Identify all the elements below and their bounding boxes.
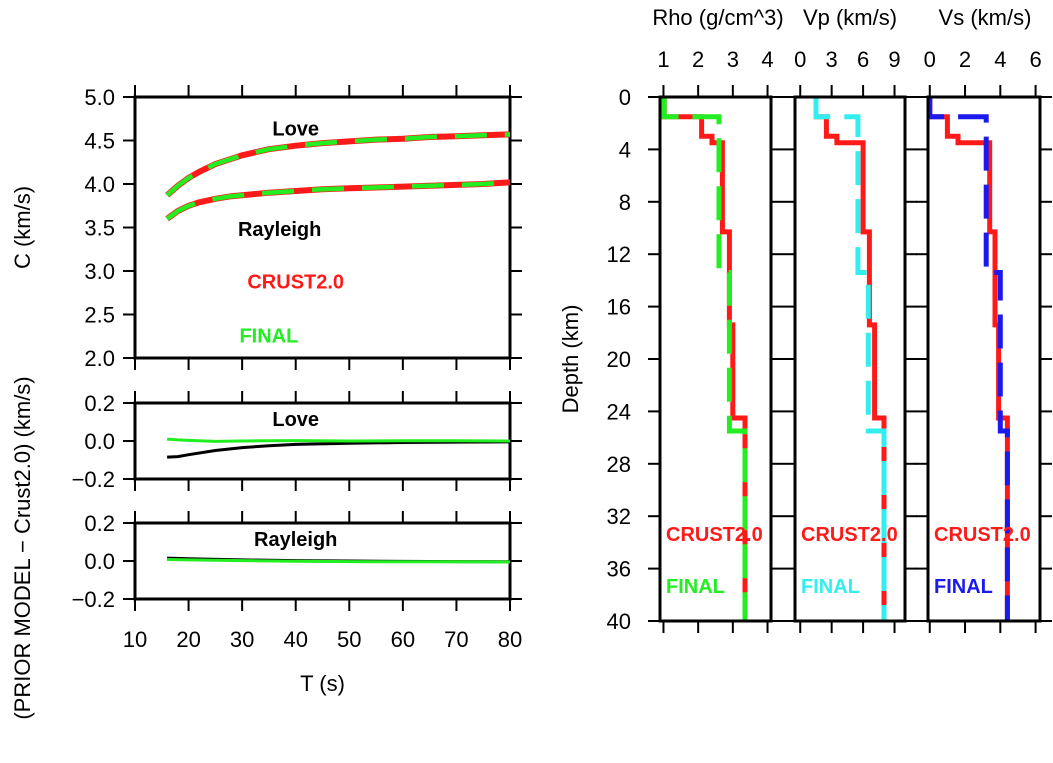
y-tick-label: 2.5 — [84, 303, 115, 328]
profile-line-final — [813, 97, 887, 621]
y-tick-label: 36 — [607, 557, 631, 582]
profile-line-final — [661, 97, 748, 621]
x-tick-label: 40 — [283, 627, 307, 652]
y-tick-label: 0 — [619, 85, 631, 110]
y-tick-label: 0.0 — [84, 429, 115, 454]
legend-final: FINAL — [801, 576, 860, 598]
y-tick-label: 0.0 — [84, 549, 115, 574]
annotation-final: FINAL — [239, 325, 298, 347]
x-tick-label: 6 — [1029, 47, 1041, 72]
legend-crust2: CRUST2.0 — [666, 524, 763, 546]
annotation-rayleigh: Rayleigh — [238, 219, 321, 241]
annotation-crust2-0: CRUST2.0 — [247, 271, 344, 293]
profile-title: Vs (km/s) — [939, 5, 1032, 30]
legend-crust2: CRUST2.0 — [934, 524, 1031, 546]
legend-final: FINAL — [934, 576, 993, 598]
profile-line-final — [928, 97, 1010, 621]
y-tick-label: −0.2 — [72, 587, 115, 612]
y-tick-label: 3.0 — [84, 259, 115, 284]
x-axis-label: T (s) — [300, 671, 345, 696]
x-tick-label: 3 — [727, 47, 739, 72]
panel-title: Rayleigh — [254, 529, 337, 551]
legend-crust2: CRUST2.0 — [801, 524, 898, 546]
y-tick-label: 24 — [607, 399, 631, 424]
y-tick-label: 8 — [619, 190, 631, 215]
y-tick-label: 0.2 — [84, 511, 115, 536]
y-tick-label: 3.5 — [84, 216, 115, 241]
series-line-final — [167, 558, 511, 564]
y-tick-label: 28 — [607, 452, 631, 477]
y-tick-label: −0.2 — [72, 467, 115, 492]
x-tick-label: 2 — [959, 47, 971, 72]
x-tick-label: 9 — [888, 47, 900, 72]
series-line-final — [166, 437, 511, 443]
x-tick-label: 2 — [692, 47, 704, 72]
depth-axis-label: Depth (km) — [558, 305, 583, 414]
x-tick-label: 20 — [176, 627, 200, 652]
y-tick-label: 4 — [619, 137, 631, 162]
x-tick-label: 0 — [794, 47, 806, 72]
x-tick-label: 3 — [826, 47, 838, 72]
profile-line-crust2 — [928, 97, 1010, 621]
x-tick-label: 1 — [657, 47, 669, 72]
x-tick-label: 60 — [391, 627, 415, 652]
profile-title: Rho (g/cm^3) — [652, 5, 783, 30]
y-tick-label: 5.0 — [84, 85, 115, 110]
y-tick-label: 4.5 — [84, 129, 115, 154]
series-line-final-rayleigh — [165, 180, 511, 221]
y-tick-label: 2.0 — [84, 346, 115, 371]
y-tick-label: 32 — [607, 504, 631, 529]
x-tick-label: 6 — [857, 47, 869, 72]
series-line-prior — [167, 440, 511, 459]
x-tick-label: 4 — [994, 47, 1006, 72]
profile-line-crust2 — [813, 97, 887, 621]
y-tick-label: 12 — [607, 242, 631, 267]
x-tick-label: 10 — [123, 627, 147, 652]
profile-title: Vp (km/s) — [803, 5, 897, 30]
profile-line-crust2 — [661, 97, 748, 621]
x-tick-label: 70 — [444, 627, 468, 652]
y-tick-label: 0.2 — [84, 391, 115, 416]
panel-title: Love — [272, 409, 319, 431]
y-tick-label: 4.0 — [84, 172, 115, 197]
legend-final: FINAL — [666, 576, 725, 598]
x-tick-label: 4 — [761, 47, 773, 72]
difference-y-axis-label: (PRIOR MODEL − Crust2.0) (km/s) — [10, 376, 35, 719]
y-tick-label: 20 — [607, 347, 631, 372]
y-tick-label: 40 — [607, 609, 631, 634]
annotation-love: Love — [272, 118, 319, 140]
x-tick-label: 0 — [924, 47, 936, 72]
y-tick-label: 16 — [607, 295, 631, 320]
x-tick-label: 50 — [337, 627, 361, 652]
x-tick-label: 30 — [230, 627, 254, 652]
series-line-crust2-love — [165, 131, 511, 198]
x-tick-label: 80 — [498, 627, 522, 652]
y-axis-label: C (km/s) — [10, 186, 35, 269]
